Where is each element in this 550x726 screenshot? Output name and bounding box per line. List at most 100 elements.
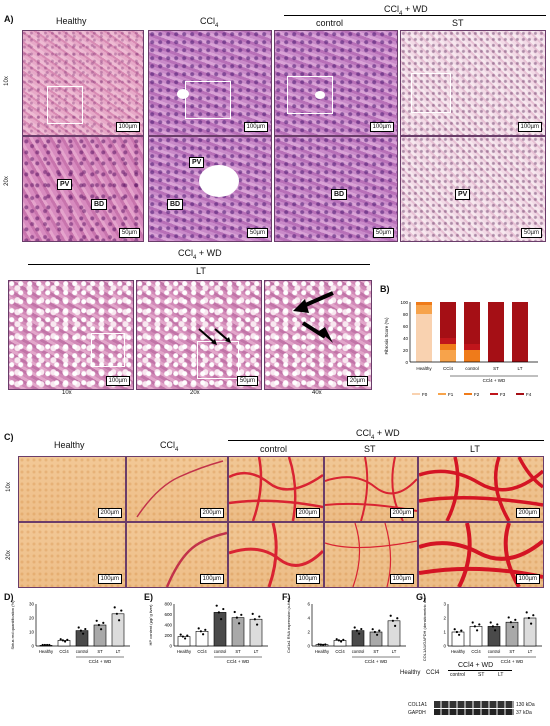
vessel — [177, 89, 189, 99]
scale-bar: 50µm — [236, 376, 258, 386]
panel-c-label: C) — [4, 432, 14, 442]
data-point — [373, 630, 376, 634]
fibrosis-strand — [136, 460, 224, 518]
bar-CCl4 — [195, 630, 209, 647]
bar-LT — [249, 618, 263, 647]
data-point — [217, 611, 220, 614]
scale-bar: 100µm — [515, 574, 540, 584]
sr-ccl4-10x: 200µm — [126, 456, 228, 522]
x-tick: LT — [254, 649, 259, 654]
data-point — [532, 614, 535, 617]
header-ccl4: CCl4 — [200, 16, 219, 29]
pv-tag: PV — [455, 189, 471, 200]
scale-bar: 100µm — [243, 122, 268, 132]
x-tick: CCl4 — [443, 366, 453, 371]
blot-header-control: control — [450, 672, 466, 678]
header-st: ST — [452, 18, 464, 28]
x-tick: ST — [493, 366, 499, 371]
y-tick: 6 — [307, 602, 310, 607]
zoom-box — [411, 73, 451, 113]
data-point — [489, 621, 492, 624]
he-lt-20x: 50µm — [136, 280, 262, 390]
data-point — [453, 628, 456, 631]
data-point — [233, 610, 236, 614]
data-point — [100, 628, 103, 631]
y-tick: 600 — [164, 612, 172, 617]
bd-tag: BD — [91, 199, 108, 210]
data-point — [391, 619, 394, 622]
bar-control-F4 — [464, 302, 480, 344]
chart-d: 30 20 10 0 Sirius red quantification (%) Heal… — [10, 600, 130, 664]
he-st-10x: 100µm — [400, 30, 546, 136]
chart-f: 6 4 2 0 Col1a1 RNA expression (x-fold) Health… — [286, 598, 406, 664]
data-point — [396, 617, 399, 620]
legend-label: F4 — [526, 392, 532, 397]
bar-control — [487, 626, 501, 647]
data-point — [476, 629, 479, 632]
data-point — [525, 611, 528, 614]
data-point — [378, 629, 381, 632]
y-tick: 400 — [164, 623, 172, 628]
bar-CCl4 — [57, 640, 71, 647]
bd-tag: BD — [167, 199, 184, 210]
x-tick: Healthy — [39, 649, 54, 654]
header-wd-group: CCl4 + WD — [384, 4, 428, 17]
bar-CCl4 — [469, 626, 483, 647]
legend-label: F0 — [422, 392, 428, 397]
he-healthy-20x: PV BD 50µm — [22, 136, 144, 242]
data-point — [478, 623, 481, 626]
fibrosis-strand — [165, 531, 227, 587]
data-point — [113, 606, 116, 609]
bar-CCl4-F4 — [440, 302, 456, 338]
y-tick: 10 — [29, 630, 35, 635]
data-point — [82, 632, 85, 635]
bar-ST — [231, 617, 245, 647]
bar-CCl4-F1 — [440, 350, 456, 362]
data-point — [120, 609, 123, 612]
y-tick: 2 — [443, 616, 446, 621]
c-header-lt: LT — [470, 444, 480, 454]
data-point — [471, 621, 474, 624]
c-header-control: control — [260, 444, 288, 454]
y-tick: 0 — [31, 644, 34, 649]
data-point — [527, 616, 530, 620]
data-point — [59, 638, 62, 641]
blot-header-healthy: Healthy — [400, 670, 421, 676]
data-point — [509, 621, 512, 624]
bar-Healthy — [39, 644, 53, 647]
group-label: CCl4 + WD — [89, 659, 112, 664]
data-point — [115, 612, 118, 615]
scale-bar: 200µm — [515, 508, 540, 518]
group-label: CCl4 + WD — [501, 659, 524, 664]
he-healthy-10x: 100µm — [22, 30, 144, 136]
data-point — [202, 633, 205, 636]
data-point — [460, 629, 463, 632]
data-point — [181, 635, 184, 638]
bar-Healthy-F2 — [416, 302, 432, 305]
blot-label-gapdh: GAPDH — [408, 710, 426, 716]
scale-bar: 100µm — [115, 122, 140, 132]
lt-bracket — [28, 264, 370, 265]
x-tick: control — [76, 649, 89, 654]
data-point — [197, 627, 200, 630]
y-tick: 2 — [307, 630, 310, 635]
y-tick: 80 — [403, 312, 409, 317]
y-label: COL1A1/GAPDH (densitometric units %) — [422, 598, 427, 661]
zoom-box — [287, 76, 333, 114]
pv-tag: PV — [57, 179, 73, 190]
data-point — [95, 619, 98, 622]
zoom-box — [91, 333, 125, 367]
c-row-10x: 10x — [5, 482, 12, 492]
data-point — [64, 640, 67, 643]
sr-healthy-10x: 200µm — [18, 456, 126, 522]
bar-Healthy — [451, 631, 465, 647]
x-tick: control — [352, 649, 365, 654]
c-wd-bracket — [228, 440, 544, 441]
data-point — [43, 643, 47, 647]
x-tick: CCl4 — [59, 649, 69, 654]
group-label: CCl4 + WD — [365, 659, 388, 664]
header-healthy: Healthy — [56, 16, 87, 26]
bar-CCl4-F3 — [440, 338, 456, 344]
fibrosis-network — [229, 523, 323, 587]
sr-ccl4-20x: 100µm — [126, 522, 228, 588]
